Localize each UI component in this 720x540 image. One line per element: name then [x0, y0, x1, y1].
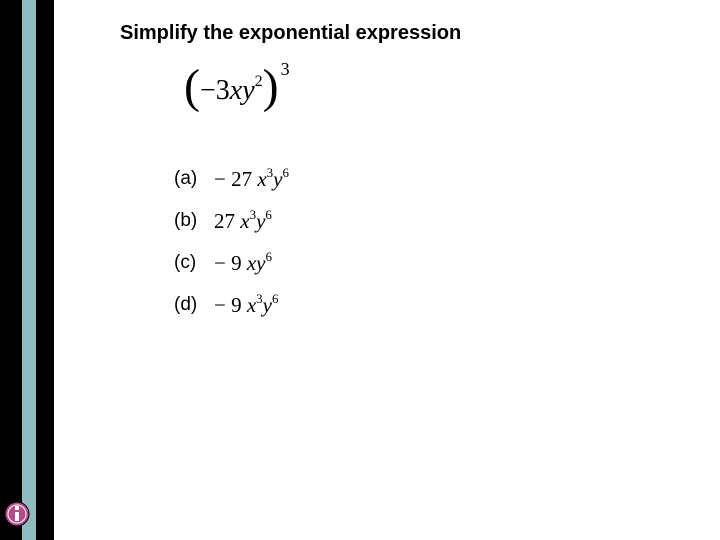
- sidebar-stripe-black-1: [0, 0, 22, 540]
- option-row-d: (d)− 9 x3y6: [174, 291, 680, 319]
- option-coefficient: − 27: [214, 167, 257, 191]
- option-var-exp: 3: [256, 291, 263, 306]
- option-expression: − 9 x3y6: [214, 292, 279, 318]
- option-label: (b): [174, 210, 214, 232]
- left-paren: (: [184, 59, 200, 114]
- slide-content: Simplify the exponential expression (−3x…: [120, 22, 680, 333]
- outer-exponent: 3: [281, 59, 290, 79]
- info-icon: [3, 500, 31, 528]
- question-title: Simplify the exponential expression: [120, 22, 680, 45]
- var-y: y: [242, 75, 254, 106]
- option-var-exp: 6: [283, 165, 290, 180]
- option-coefficient: 27: [214, 209, 240, 233]
- option-var-exp: 3: [267, 165, 274, 180]
- options-list: (a)− 27 x3y6(b)27 x3y6(c)− 9 xy6(d)− 9 x…: [174, 165, 680, 319]
- option-var: x: [257, 167, 266, 191]
- option-var-exp: 6: [265, 207, 272, 222]
- option-var-exp: 6: [266, 249, 273, 264]
- option-row-c: (c)− 9 xy6: [174, 249, 680, 277]
- option-expression: − 9 xy6: [214, 250, 272, 276]
- option-expression: − 27 x3y6: [214, 166, 289, 192]
- option-var: y: [263, 293, 272, 317]
- option-coefficient: − 9: [214, 293, 247, 317]
- expression-inner: −3xy2: [200, 75, 263, 107]
- var-x: x: [230, 75, 242, 106]
- option-var: x: [247, 293, 256, 317]
- option-label: (c): [174, 252, 214, 274]
- option-var: y: [273, 167, 282, 191]
- main-expression: (−3xy2)3: [184, 63, 680, 133]
- option-var-exp: 3: [250, 207, 257, 222]
- option-var: x: [247, 251, 256, 275]
- option-row-a: (a)− 27 x3y6: [174, 165, 680, 193]
- sidebar-stripe-teal: [22, 0, 36, 540]
- option-label: (a): [174, 168, 214, 190]
- option-var-exp: 6: [272, 291, 279, 306]
- coefficient: −3: [200, 75, 230, 106]
- option-expression: 27 x3y6: [214, 208, 272, 234]
- right-paren: ): [263, 59, 279, 114]
- option-var: y: [256, 251, 265, 275]
- sidebar-stripe-black-2: [36, 0, 54, 540]
- option-coefficient: − 9: [214, 251, 247, 275]
- left-sidebar: [0, 0, 54, 540]
- option-var: y: [256, 209, 265, 233]
- option-label: (d): [174, 294, 214, 316]
- option-row-b: (b)27 x3y6: [174, 207, 680, 235]
- option-var: x: [240, 209, 249, 233]
- var-y-exp: 2: [255, 73, 263, 90]
